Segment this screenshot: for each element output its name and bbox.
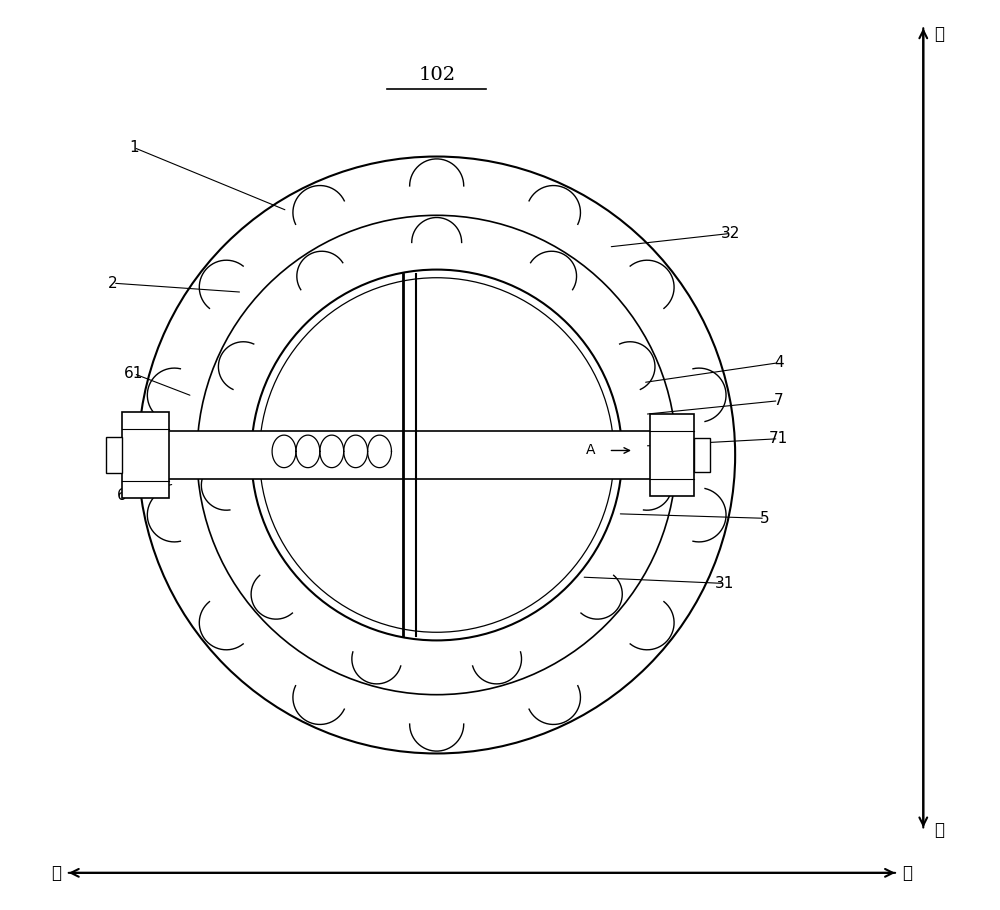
Bar <box>122 412 169 498</box>
Text: 71: 71 <box>769 431 788 446</box>
Text: 61: 61 <box>124 366 143 381</box>
Text: 102: 102 <box>418 66 455 85</box>
Text: 左: 左 <box>51 864 61 882</box>
Text: 4: 4 <box>774 355 783 370</box>
Text: 右: 右 <box>902 864 912 882</box>
Text: A: A <box>586 443 595 458</box>
Text: 2: 2 <box>108 276 118 290</box>
Text: 7: 7 <box>774 393 783 409</box>
Text: 上: 上 <box>934 25 944 44</box>
Bar <box>152 431 681 479</box>
Text: 31: 31 <box>715 576 734 591</box>
Text: 32: 32 <box>721 226 740 241</box>
Bar <box>106 437 122 473</box>
Text: 下: 下 <box>934 822 944 839</box>
Bar <box>650 414 694 496</box>
Text: 6: 6 <box>117 488 127 503</box>
Text: 5: 5 <box>760 511 770 526</box>
Bar <box>694 438 710 472</box>
Text: 1: 1 <box>129 140 139 155</box>
